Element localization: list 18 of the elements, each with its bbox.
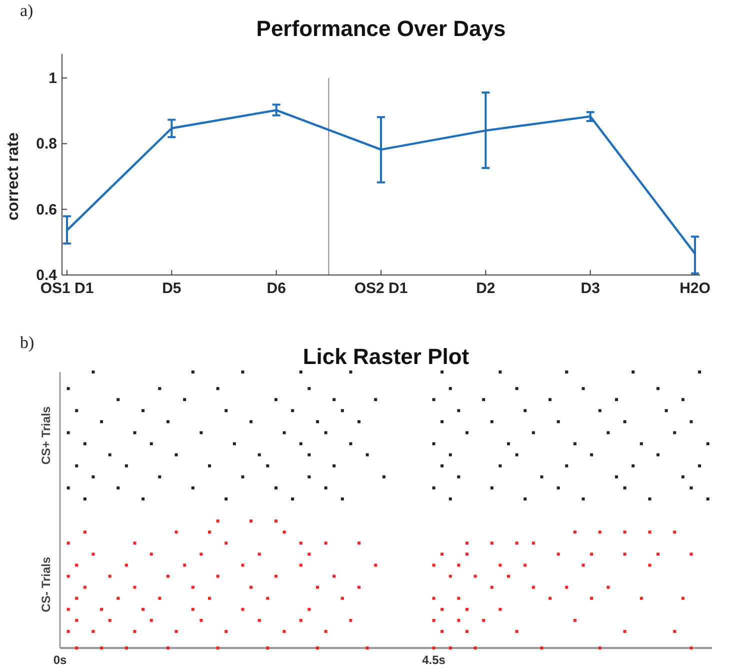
x-tick-label: 4.5s <box>422 653 446 667</box>
text: b) <box>20 333 34 352</box>
chart-title: Lick Raster Plot <box>302 344 470 369</box>
chart-title: Performance Over Days <box>256 16 506 41</box>
text: CS+ Trials <box>39 406 53 465</box>
x-tick-label: H2O <box>680 280 711 297</box>
y-tick-label: 0.6 <box>36 201 57 218</box>
x-tick-label: D2 <box>476 280 496 297</box>
y-tick-label: 0.8 <box>36 136 57 153</box>
x-tick-label: 0s <box>53 653 67 667</box>
y-tick-label: 1 <box>48 70 57 87</box>
y-axis-title: correct rate <box>5 132 22 221</box>
x-tick-label: D5 <box>162 280 182 297</box>
x-tick-label: D6 <box>266 280 286 297</box>
x-tick-label: D3 <box>580 280 600 297</box>
text: a) <box>20 1 34 20</box>
x-tick-label: OS2 D1 <box>354 280 408 297</box>
text: CS- Trials <box>39 556 53 612</box>
